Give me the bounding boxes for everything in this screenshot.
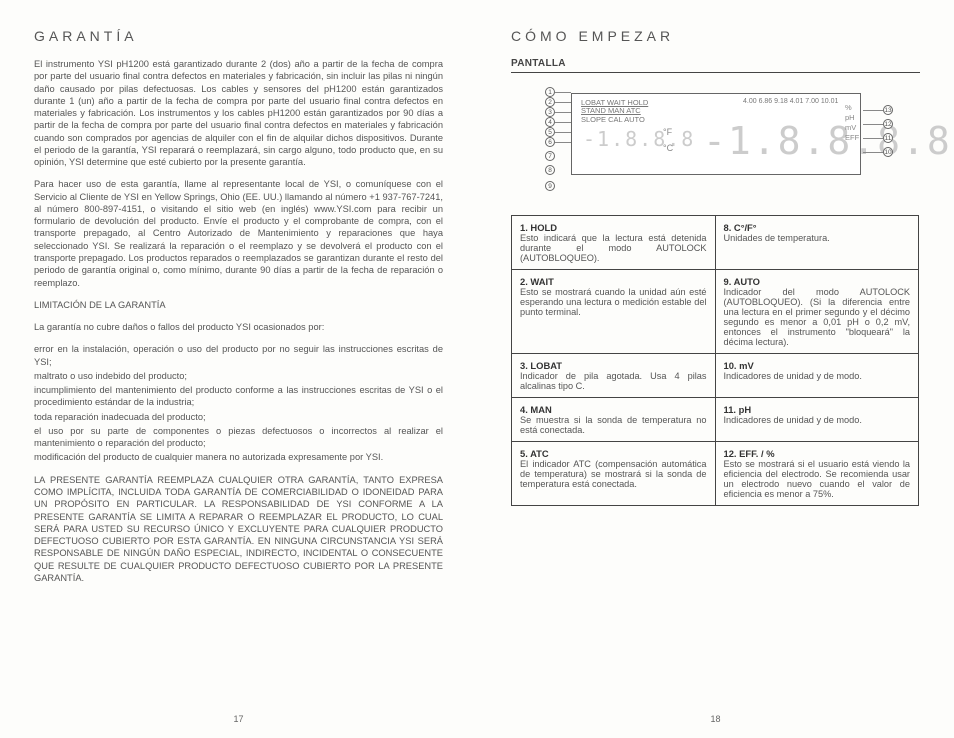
c10h: 10. mV (724, 360, 754, 371)
c8: Unidades de temperatura. (724, 233, 830, 243)
page-number-right: 18 (477, 714, 954, 724)
lead-line (555, 122, 571, 123)
cell-4: 4. MANSe muestra si la sonda de temperat… (512, 398, 716, 442)
section-pantalla: PANTALLA (511, 58, 920, 73)
lead-line (555, 142, 571, 143)
page-number-left: 17 (0, 714, 477, 724)
c10: Indicadores de unidad y de modo. (724, 371, 862, 381)
c1: Esto indicará que la lectura está deteni… (520, 233, 707, 263)
callout-4: 4 (545, 117, 555, 127)
right-title: CÓMO EMPEZAR (511, 28, 920, 44)
lcd-annunciators: LOBAT WAIT HOLD STAND MAN ATC SLOPE CAL … (581, 99, 654, 124)
callout-2: 2 (545, 97, 555, 107)
c4: Se muestra si la sonda de temperatura no… (520, 415, 707, 435)
c1h: 1. HOLD (520, 222, 557, 233)
lim-item-2: maltrato o uso indebido del producto; (34, 370, 443, 382)
c5: El indicador ATC (compensación automátic… (520, 459, 707, 489)
lim-item-5: el uso por su parte de componentes o pie… (34, 425, 443, 450)
c9h: 9. AUTO (724, 276, 760, 287)
page-right: CÓMO EMPEZAR PANTALLA LOBAT WAIT HOLD ST… (477, 0, 954, 738)
warranty-p2: Para hacer uso de esta garantía, llame a… (34, 178, 443, 288)
callout-7: 7 (545, 151, 555, 161)
lead-line (555, 102, 571, 103)
cell-8: 8. C°/F°Unidades de temperatura. (715, 216, 919, 270)
two-page-spread: GARANTÍA El instrumento YSI pH1200 está … (0, 0, 954, 738)
lcd-big-digits: -1.8.8.8.8 (703, 119, 952, 163)
c11: Indicadores de unidad y de modo. (724, 415, 862, 425)
c3h: 3. LOBAT (520, 360, 562, 371)
callout-8: 8 (545, 165, 555, 175)
c2: Esto se mostrará cuando la unidad aún es… (520, 287, 707, 317)
left-body: El instrumento YSI pH1200 está garantiza… (34, 58, 443, 584)
callout-1: 1 (545, 87, 555, 97)
callout-5: 5 (545, 127, 555, 137)
lead-line (555, 112, 571, 113)
callout-10: 10 (883, 147, 893, 157)
callout-9: 9 (545, 181, 555, 191)
c12: Esto se mostrará si el usuario está vien… (724, 459, 911, 499)
lead-line (863, 110, 883, 111)
cell-12: 12. EFF. / %Esto se mostrará si el usuar… (715, 442, 919, 506)
lim-item-3: incumplimiento del mantenimiento del pro… (34, 384, 443, 409)
callout-13: 13 (883, 105, 893, 115)
callout-6: 6 (545, 137, 555, 147)
lim-item-1: error en la instalación, operación o uso… (34, 343, 443, 368)
c2h: 2. WAIT (520, 276, 554, 287)
c4h: 4. MAN (520, 404, 552, 415)
callout-12: 12 (883, 119, 893, 129)
page-left: GARANTÍA El instrumento YSI pH1200 está … (0, 0, 477, 738)
cell-11: 11. pHIndicadores de unidad y de modo. (715, 398, 919, 442)
c12h: 12. EFF. / % (724, 448, 775, 459)
lcd-small-digits: -1.8.8.8 (583, 127, 695, 151)
c5h: 5. ATC (520, 448, 549, 459)
cell-2: 2. WAITEsto se mostrará cuando la unidad… (512, 270, 716, 354)
c9: Indicador del modo AUTOLOCK (AUTOBLOQUEO… (724, 287, 911, 347)
lcd-cal-points: 4.00 6.86 9.18 4.01 7.00 10.01 (743, 98, 838, 105)
c3: Indicador de pila agotada. Usa 4 pilas a… (520, 371, 707, 391)
cell-9: 9. AUTOIndicador del modo AUTOLOCK (AUTO… (715, 270, 919, 354)
limitation-intro: La garantía no cubre daños o fallos del … (34, 321, 443, 333)
left-title: GARANTÍA (34, 28, 443, 44)
deg-f-icon: °F (663, 127, 672, 137)
lead-line (863, 152, 883, 153)
cell-10: 10. mVIndicadores de unidad y de modo. (715, 354, 919, 398)
lim-item-6: modificación del producto de cualquier m… (34, 451, 443, 463)
cell-5: 5. ATCEl indicador ATC (compensación aut… (512, 442, 716, 506)
lcd-row3: SLOPE CAL AUTO (581, 116, 645, 124)
limitation-title: LIMITACIÓN DE LA GARANTÍA (34, 299, 443, 311)
cell-3: 3. LOBATIndicador de pila agotada. Usa 4… (512, 354, 716, 398)
lead-line (555, 92, 571, 93)
lead-line (863, 138, 883, 139)
disclaimer: LA PRESENTE GARANTÍA REEMPLAZA CUALQUIER… (34, 474, 443, 584)
c8h: 8. C°/F° (724, 222, 757, 233)
lcd-unit-labels: % pH mV EFF (845, 103, 859, 144)
callout-11: 11 (883, 133, 893, 143)
callout-3: 3 (545, 107, 555, 117)
deg-c-icon: °C (663, 143, 673, 153)
lead-line (863, 124, 883, 125)
c11h: 11. pH (724, 404, 752, 415)
lcd-diagram: LOBAT WAIT HOLD STAND MAN ATC SLOPE CAL … (511, 81, 919, 201)
warranty-p1: El instrumento YSI pH1200 está garantiza… (34, 58, 443, 168)
lead-line (555, 132, 571, 133)
display-description-table: 1. HOLDEsto indicará que la lectura está… (511, 215, 919, 506)
lim-item-4: toda reparación inadecuada del producto; (34, 411, 443, 423)
cell-1: 1. HOLDEsto indicará que la lectura está… (512, 216, 716, 270)
